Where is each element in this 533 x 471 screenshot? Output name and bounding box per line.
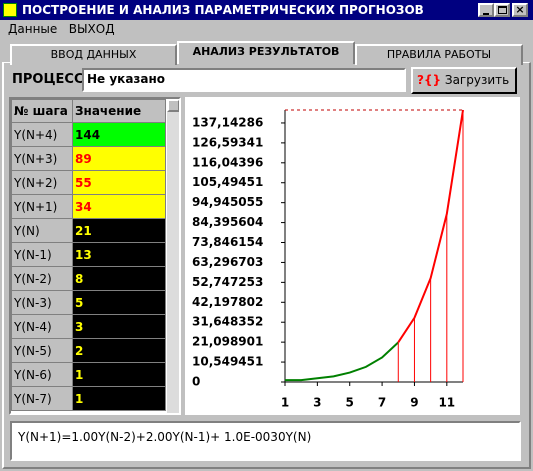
- process-field[interactable]: Не указано: [82, 68, 406, 92]
- chart: 0 10,549451 21,098901 31,648352 42,197802 52,…: [185, 97, 520, 415]
- button-label: Загрузить: [444, 73, 510, 87]
- table-row: Y(N-7) 1: [11, 386, 166, 411]
- data-table: № шага Значение Y(N+4) 144 Y(N+3) 89 Y(N+2) 55 Y…: [9, 97, 181, 415]
- row-label: Y(N-1): [11, 242, 73, 267]
- row-label: Y(N): [11, 218, 73, 243]
- close-button[interactable]: ×: [512, 3, 528, 17]
- row-value: 13: [72, 242, 166, 267]
- header-row: № шага Значение: [11, 99, 166, 123]
- row-value: 8: [72, 266, 166, 291]
- row-label: Y(N-6): [11, 362, 73, 387]
- formula-box: Y(N+1)=1.00Y(N-2)+2.00Y(N-1)+ 1.0E-0030Y…: [10, 421, 521, 461]
- row-value: 5: [72, 290, 166, 315]
- x-tick-label: 9: [410, 396, 418, 410]
- tab-active[interactable]: АНАЛИЗ РЕЗУЛЬТАТОВ: [177, 41, 355, 64]
- y-tick-label: 94,945055: [192, 195, 263, 209]
- header-cell: Значение: [72, 99, 166, 123]
- table-row: Y(N-4) 3: [11, 314, 166, 339]
- formula: Y(N+1)=1.00Y(N-2)+2.00Y(N-1)+ 1.0E-0030Y…: [18, 430, 312, 444]
- row-value: 1: [72, 362, 166, 387]
- table-row: Y(N-6) 1: [11, 362, 166, 387]
- row-label: Y(N+3): [11, 146, 73, 171]
- table: № шага Значение Y(N+4) 144 Y(N+3) 89 Y(N+2) 55 Y…: [11, 99, 166, 411]
- load-button[interactable]: ?{} Загрузить: [411, 67, 517, 94]
- y-tick-label: 10,549451: [192, 355, 263, 369]
- scrollbar[interactable]: [167, 99, 179, 413]
- row-value: 55: [72, 170, 166, 195]
- row-label: Y(N+2): [11, 170, 73, 195]
- row-value: 144: [72, 122, 166, 147]
- button-icon: ?{}: [417, 73, 442, 87]
- row-value: 34: [72, 194, 166, 219]
- menu-bar: Данные ВЫХОД: [8, 22, 115, 36]
- app-icon: [3, 3, 17, 17]
- row-value: 2: [72, 338, 166, 363]
- row-label: Y(N-2): [11, 266, 73, 291]
- y-tick-label: 0: [192, 375, 200, 389]
- table-row: Y(N-2) 8: [11, 266, 166, 291]
- maximize-button[interactable]: [494, 3, 510, 17]
- y-tick-label: 105,49451: [192, 175, 263, 189]
- row-label: Y(N-3): [11, 290, 73, 315]
- row-label: Y(N-5): [11, 338, 73, 363]
- y-tick-label: 126,59341: [192, 135, 263, 149]
- table-row: Y(N+1) 34: [11, 194, 166, 219]
- menu-item[interactable]: ВЫХОД: [68, 22, 115, 36]
- row-label: Y(N-4): [11, 314, 73, 339]
- y-tick-label: 73,846154: [192, 235, 263, 249]
- table-row: Y(N-5) 2: [11, 338, 166, 363]
- table-row: Y(N-3) 5: [11, 290, 166, 315]
- series-line: [285, 341, 399, 382]
- row-label: Y(N-7): [11, 386, 73, 411]
- y-tick-label: 63,296703: [192, 255, 263, 269]
- x-tick-label: 7: [378, 396, 386, 410]
- y-tick-label: 137,14286: [192, 115, 263, 129]
- row-value: 3: [72, 314, 166, 339]
- header-cell: № шага: [11, 99, 73, 123]
- x-tick-label: 5: [346, 396, 354, 410]
- table-row: Y(N+4) 144: [11, 122, 166, 147]
- row-label: Y(N+1): [11, 194, 73, 219]
- y-tick-label: 116,04396: [192, 155, 263, 169]
- tab[interactable]: ПРАВИЛА РАБОТЫ: [355, 44, 523, 65]
- tab[interactable]: ВВОД ДАННЫХ: [10, 44, 177, 65]
- row-value: 21: [72, 218, 166, 243]
- process-label: ПРОЦЕСС: [12, 72, 84, 87]
- x-tick-label: 3: [313, 396, 321, 410]
- y-tick-label: 84,395604: [192, 215, 263, 229]
- y-tick-label: 21,098901: [192, 335, 263, 349]
- table-row: Y(N+2) 55: [11, 170, 166, 195]
- title-bar: ПОСТРОЕНИЕ И АНАЛИЗ ПАРАМЕТРИЧЕСКИХ ПРОГ…: [0, 0, 533, 20]
- row-value: 1: [72, 386, 166, 411]
- menu-item[interactable]: Данные: [8, 22, 58, 36]
- minimize-button[interactable]: [478, 3, 494, 17]
- y-tick-label: 31,648352: [192, 315, 263, 329]
- row-value: 89: [72, 146, 166, 171]
- row-label: Y(N+4): [11, 122, 73, 147]
- table-row: Y(N+3) 89: [11, 146, 166, 171]
- table-row: Y(N) 21: [11, 218, 166, 243]
- y-tick-label: 42,197802: [192, 295, 263, 309]
- y-tick-label: 52,747253: [192, 275, 263, 289]
- window-title: ПОСТРОЕНИЕ И АНАЛИЗ ПАРАМЕТРИЧЕСКИХ ПРОГ…: [22, 3, 424, 17]
- x-tick-label: 1: [281, 396, 289, 410]
- x-tick-label: 11: [438, 396, 455, 410]
- table-row: Y(N-1) 13: [11, 242, 166, 267]
